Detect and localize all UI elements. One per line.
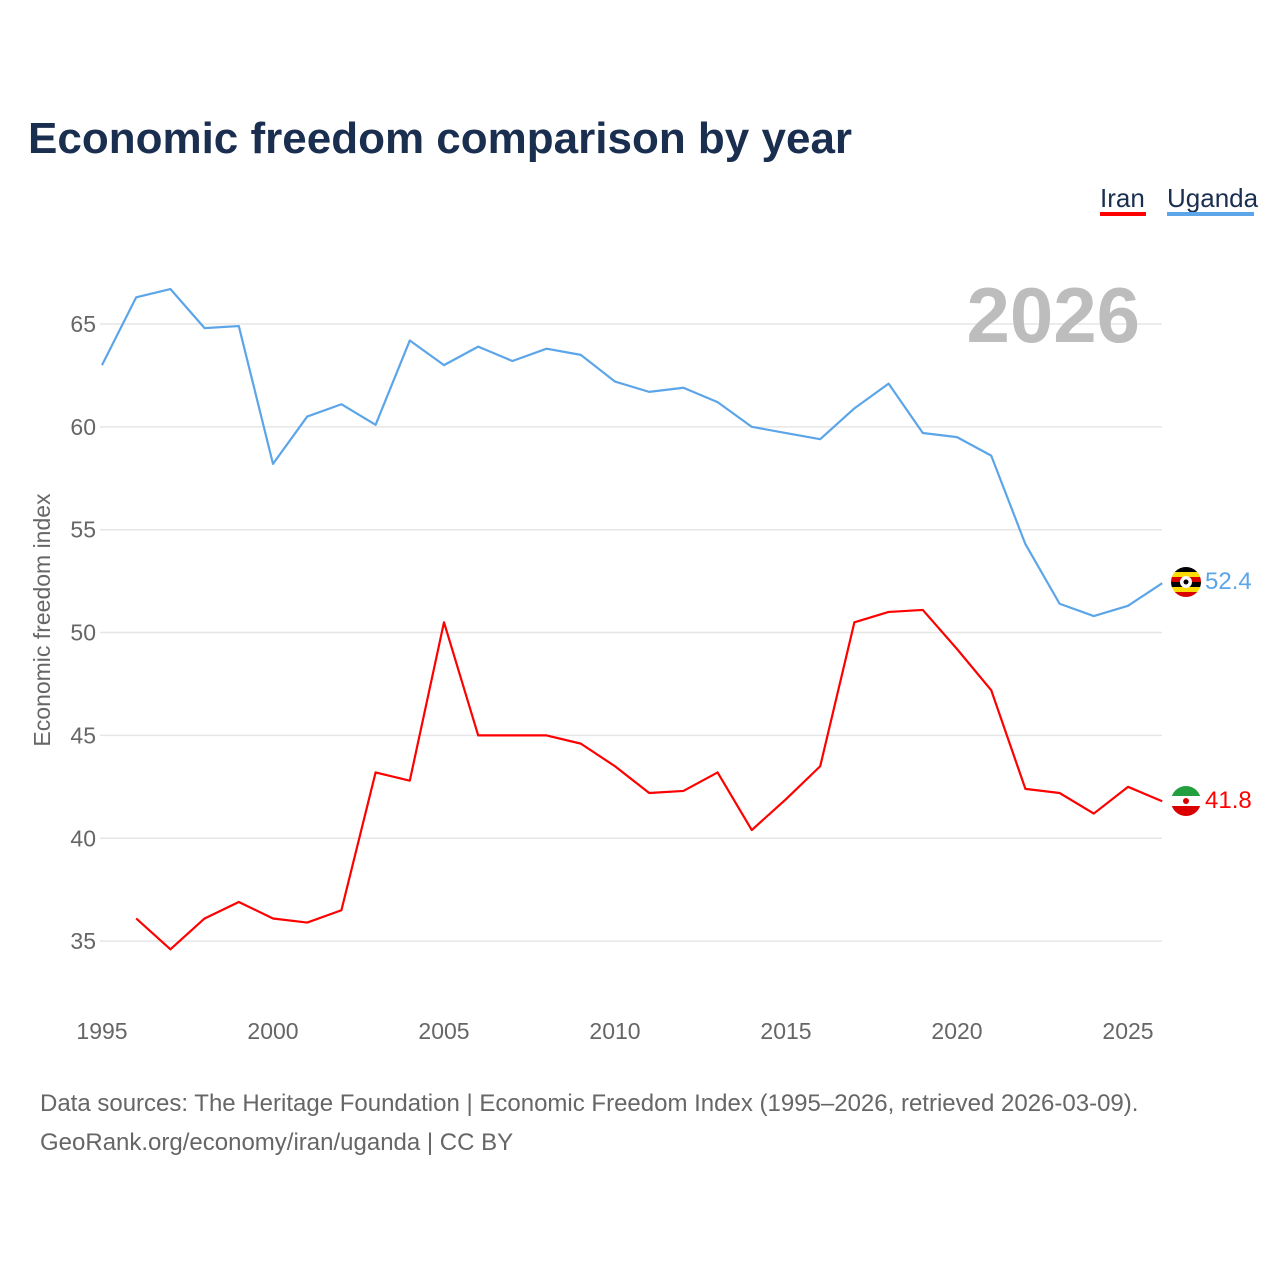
- iran-flag-icon: [1171, 786, 1201, 816]
- gridlines: [100, 323, 1162, 942]
- y-axis: 35 40 45 50 55 60 65: [70, 311, 96, 954]
- y-tick-label: 40: [70, 825, 96, 851]
- y-tick-label: 45: [70, 722, 96, 748]
- y-axis-label: Economic freedom index: [29, 493, 55, 747]
- x-axis: 1995 2000 2005 2010 2015 2020 2025: [76, 1018, 1153, 1044]
- y-tick-label: 60: [70, 414, 96, 440]
- series-line-uganda: [101, 287, 1163, 618]
- x-tick-label: 2000: [247, 1018, 298, 1044]
- footer-sources: Data sources: The Heritage Foundation | …: [40, 1090, 1138, 1117]
- x-tick-label: 2015: [760, 1018, 811, 1044]
- legend: Iran Uganda: [1100, 183, 1259, 216]
- uganda-end-value: 52.4: [1205, 568, 1252, 595]
- legend-label-iran: Iran: [1100, 183, 1145, 213]
- legend-item-iran[interactable]: Iran: [1100, 183, 1146, 216]
- y-tick-label: 50: [70, 620, 96, 646]
- y-tick-label: 65: [70, 311, 96, 337]
- x-tick-label: 1995: [76, 1018, 127, 1044]
- legend-swatch-iran: [1100, 212, 1146, 216]
- x-tick-label: 2020: [931, 1018, 982, 1044]
- iran-end-value: 41.8: [1205, 787, 1252, 814]
- footer-link[interactable]: GeoRank.org/economy/iran/uganda | CC BY: [40, 1129, 513, 1156]
- y-tick-label: 55: [70, 517, 96, 543]
- legend-label-uganda: Uganda: [1167, 183, 1259, 213]
- series-lines: [101, 287, 1163, 951]
- x-tick-label: 2025: [1102, 1018, 1153, 1044]
- x-tick-label: 2005: [418, 1018, 469, 1044]
- legend-swatch-uganda: [1167, 212, 1254, 216]
- y-tick-label: 35: [70, 928, 96, 954]
- current-year-label: 2026: [966, 271, 1140, 359]
- chart-title: Economic freedom comparison by year: [28, 114, 852, 163]
- uganda-flag-icon: [1171, 567, 1201, 597]
- x-tick-label: 2010: [589, 1018, 640, 1044]
- legend-item-uganda[interactable]: Uganda: [1167, 183, 1259, 216]
- series-line-iran: [135, 608, 1163, 951]
